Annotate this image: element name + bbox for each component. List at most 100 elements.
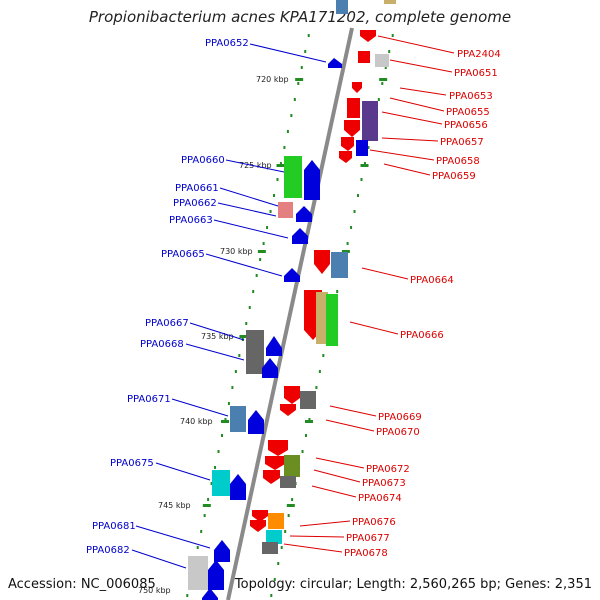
gene-arrow[interactable] <box>339 151 352 163</box>
gene-label-ppa0678[interactable]: PPA0678 <box>344 548 388 559</box>
gene-arrow[interactable] <box>248 410 264 434</box>
gene-arrow[interactable] <box>296 206 312 222</box>
gene-box[interactable] <box>347 98 360 118</box>
gene-label-ppa0665[interactable]: PPA0665 <box>161 249 205 260</box>
gene-arrow[interactable] <box>265 456 285 470</box>
gene-label-ppa0657[interactable]: PPA0657 <box>440 137 484 148</box>
kbp-tick <box>276 164 285 167</box>
gene-label-ppa0666[interactable]: PPA0666 <box>400 330 444 341</box>
gene-box[interactable] <box>268 513 284 529</box>
tick-dot <box>273 578 276 581</box>
gene-label-ppa0674[interactable]: PPA0674 <box>358 493 402 504</box>
tick-dot <box>353 210 356 213</box>
gene-label-ppa0660[interactable]: PPA0660 <box>181 155 225 166</box>
kbp-tick <box>286 504 295 507</box>
kbp-label: 750 kbp <box>138 586 171 595</box>
gene-label-ppa0664[interactable]: PPA0664 <box>410 275 454 286</box>
gene-label-ppa0655[interactable]: PPA0655 <box>446 107 490 118</box>
gene-arrow[interactable] <box>250 520 266 532</box>
gene-label-ppa0659[interactable]: PPA0659 <box>432 171 476 182</box>
gene-box[interactable] <box>280 476 296 488</box>
gene-box[interactable] <box>188 556 208 590</box>
gene-box[interactable] <box>336 0 348 14</box>
tick-dot <box>186 594 189 597</box>
gene-box[interactable] <box>375 54 389 67</box>
gene-label-ppa0670[interactable]: PPA0670 <box>376 427 420 438</box>
gene-arrow[interactable] <box>252 510 268 522</box>
gene-arrow[interactable] <box>280 404 296 416</box>
gene-label-ppa0681[interactable]: PPA0681 <box>92 521 136 532</box>
gene-label-ppa0675[interactable]: PPA0675 <box>110 458 154 469</box>
gene-box[interactable] <box>331 252 348 278</box>
gene-label-ppa0663[interactable]: PPA0663 <box>169 215 213 226</box>
gene-box[interactable] <box>284 156 302 198</box>
gene-arrow[interactable] <box>263 470 280 484</box>
gene-label-ppa0662[interactable]: PPA0662 <box>173 198 217 209</box>
gene-label-ppa0653[interactable]: PPA0653 <box>449 91 493 102</box>
gene-arrow[interactable] <box>284 386 300 404</box>
gene-label-ppa0656[interactable]: PPA0656 <box>444 120 488 131</box>
tick-dot <box>377 98 380 101</box>
gene-box[interactable] <box>262 542 278 554</box>
gene-label-ppa2404[interactable]: PPA2404 <box>457 49 501 60</box>
tick-dot <box>293 98 296 101</box>
tick-dot <box>279 162 282 165</box>
gene-arrow[interactable] <box>202 588 218 600</box>
gene-label-ppa0661[interactable]: PPA0661 <box>175 183 219 194</box>
gene-box[interactable] <box>246 330 264 374</box>
gene-arrow[interactable] <box>360 30 376 42</box>
gene-arrow[interactable] <box>230 474 246 500</box>
gene-label-ppa0682[interactable]: PPA0682 <box>86 545 130 556</box>
tick-dot <box>269 210 272 213</box>
gene-label-ppa0677[interactable]: PPA0677 <box>346 533 390 544</box>
gene-box[interactable] <box>300 391 316 409</box>
gene-arrow[interactable] <box>214 540 230 562</box>
gene-box[interactable] <box>212 470 230 496</box>
gene-box[interactable] <box>316 292 328 344</box>
gene-label-ppa0671[interactable]: PPA0671 <box>127 394 171 405</box>
gene-arrow[interactable] <box>344 120 360 137</box>
gene-box[interactable] <box>284 455 300 477</box>
gene-label-ppa0651[interactable]: PPA0651 <box>454 68 498 79</box>
gene-arrow[interactable] <box>292 228 308 244</box>
tick-dot <box>291 498 294 501</box>
tick-dot <box>315 386 318 389</box>
gene-box[interactable] <box>356 140 368 156</box>
tick-dot <box>290 114 293 117</box>
kbp-tick <box>257 250 266 253</box>
tick-dot <box>231 386 234 389</box>
gene-box[interactable] <box>266 530 282 544</box>
gene-label-ppa0652[interactable]: PPA0652 <box>205 38 249 49</box>
gene-box[interactable] <box>362 101 378 141</box>
gene-label-ppa0669[interactable]: PPA0669 <box>378 412 422 423</box>
gene-arrow[interactable] <box>284 268 300 282</box>
gene-label-ppa0667[interactable]: PPA0667 <box>145 318 189 329</box>
gene-label-ppa0668[interactable]: PPA0668 <box>140 339 184 350</box>
gene-arrow[interactable] <box>208 560 224 590</box>
tick-dot <box>287 514 290 517</box>
kbp-label: 745 kbp <box>158 501 191 510</box>
tick-dot <box>286 130 289 133</box>
gene-label-ppa0673[interactable]: PPA0673 <box>362 478 406 489</box>
gene-arrow[interactable] <box>314 250 330 274</box>
tick-dot <box>280 546 283 549</box>
tick-dot <box>384 66 387 69</box>
gene-arrow[interactable] <box>328 58 342 68</box>
gene-label-ppa0676[interactable]: PPA0676 <box>352 517 396 528</box>
tick-dot <box>255 274 258 277</box>
gene-box[interactable] <box>278 202 293 218</box>
gene-arrow[interactable] <box>304 160 320 200</box>
gene-arrow[interactable] <box>268 440 288 456</box>
gene-label-ppa0658[interactable]: PPA0658 <box>436 156 480 167</box>
gene-box[interactable] <box>326 294 338 346</box>
gene-arrow[interactable] <box>262 358 278 378</box>
left-leaders <box>131 43 327 569</box>
gene-arrow[interactable] <box>341 137 354 151</box>
gene-box[interactable] <box>230 406 246 432</box>
gene-label-ppa0672[interactable]: PPA0672 <box>366 464 410 475</box>
gene-arrow[interactable] <box>352 82 362 93</box>
gene-box[interactable] <box>358 51 370 63</box>
gene-arrow[interactable] <box>266 336 282 356</box>
gene-box[interactable] <box>384 0 396 4</box>
